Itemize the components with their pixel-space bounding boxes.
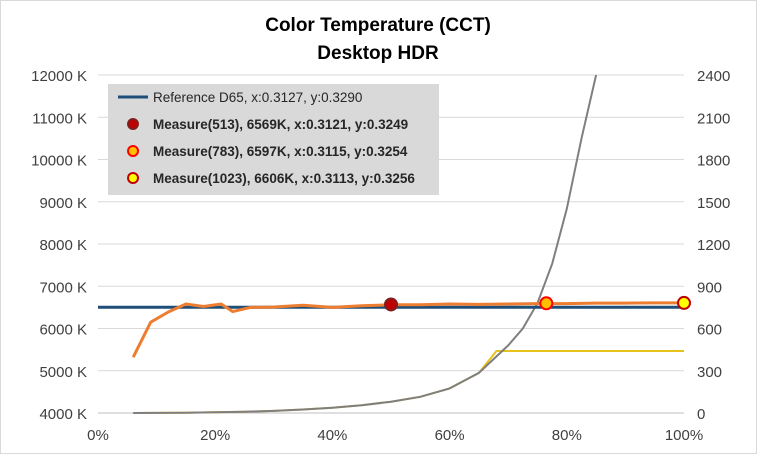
y-tick-label: 9000 K	[39, 195, 87, 212]
x-tick-label: 80%	[552, 427, 582, 444]
legend-swatch-measure-1023	[127, 172, 139, 184]
measure-markers	[384, 295, 691, 312]
y2-tick-label: 300	[697, 364, 722, 381]
legend-swatch-measure-513	[127, 118, 139, 130]
y2-tick-label: 600	[697, 322, 722, 339]
y-tick-label: 5000 K	[39, 364, 87, 381]
y-tick-label: 4000 K	[39, 406, 87, 423]
legend-label-measure-1023: Measure(1023), 6606K, x:0.3113, y:0.3256	[153, 171, 415, 186]
legend-label-measure-513: Measure(513), 6569K, x:0.3121, y:0.3249	[153, 117, 408, 132]
y-tick-label: 7000 K	[39, 279, 87, 296]
gray-luminance-line	[133, 74, 598, 414]
legend-box	[108, 84, 439, 195]
y2-tick-label: 1200	[697, 237, 730, 254]
measure-marker-513	[384, 297, 398, 312]
y2-tick-label: 900	[697, 279, 722, 296]
y2-tick-label: 1500	[697, 195, 730, 212]
legend-swatch-measure-783	[127, 145, 139, 157]
y2-tick-label: 0	[697, 406, 705, 423]
cct-measured-line	[131, 301, 684, 358]
x-tick-label: 100%	[665, 427, 703, 444]
y-tick-label: 6000 K	[39, 322, 87, 339]
axes: 4000 K 5000 K 6000 K 7000 K 8000 K 9000 K 1000…	[31, 68, 730, 444]
x-tick-label: 40%	[317, 427, 347, 444]
y-tick-label: 8000 K	[39, 237, 87, 254]
y2-tick-label: 1800	[697, 153, 730, 170]
y2-tick-label: 2100	[697, 110, 730, 127]
x-tick-label: 60%	[435, 427, 465, 444]
y2-tick-label: 2400	[697, 68, 730, 85]
chart-title: Color Temperature (CCT)	[265, 15, 491, 36]
legend-label-measure-783: Measure(783), 6597K, x:0.3115, y:0.3254	[153, 144, 408, 159]
measure-marker-783	[539, 296, 554, 311]
x-tick-label: 0%	[87, 427, 109, 444]
y-tick-label: 11000 K	[32, 110, 87, 127]
measure-marker-1023	[677, 295, 691, 310]
y-tick-label: 10000 K	[31, 153, 87, 170]
x-tick-label: 20%	[200, 427, 230, 444]
y-tick-label: 12000 K	[31, 68, 87, 85]
chart-subtitle: Desktop HDR	[317, 43, 439, 64]
legend-label-reference: Reference D65, x:0.3127, y:0.3290	[153, 90, 362, 105]
legend: Reference D65, x:0.3127, y:0.3290 Measure…	[108, 84, 439, 195]
